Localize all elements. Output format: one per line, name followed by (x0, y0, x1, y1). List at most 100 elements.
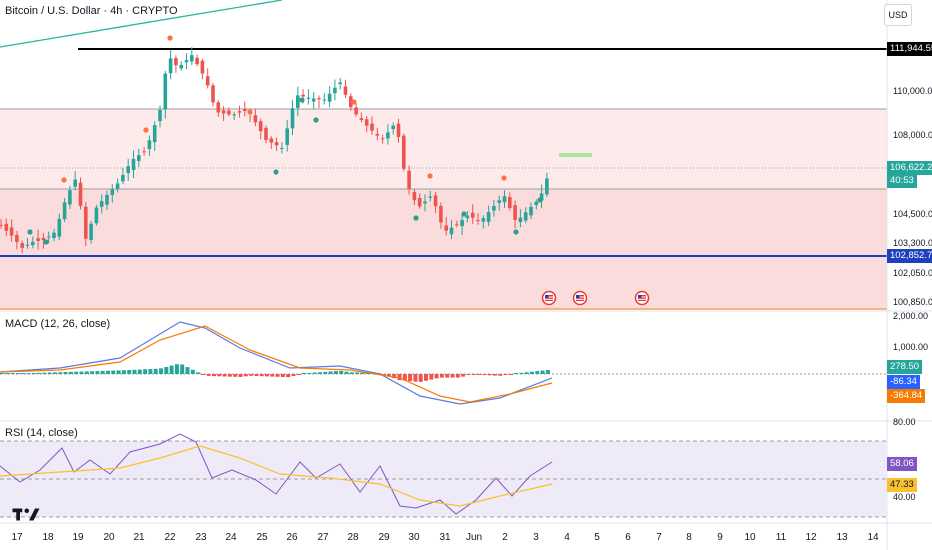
macd-histogram-bar (318, 372, 322, 374)
candle-body (243, 108, 247, 111)
time-axis-label: 10 (744, 532, 756, 543)
macd-value-tag: -86.34 (887, 375, 920, 389)
candle-body (481, 218, 486, 222)
macd-histogram-bar (323, 371, 328, 374)
macd-histogram-bar (524, 372, 529, 374)
time-axis-label: 4 (564, 532, 570, 543)
candle-body (179, 65, 183, 69)
candle-body (280, 147, 284, 149)
candle-body (534, 201, 539, 205)
candle-body (147, 140, 152, 150)
symbol-title[interactable]: Bitcoin / U.S. Dollar · 4h · CRYPTO (5, 5, 178, 17)
candle-body (110, 189, 115, 195)
rsi-tick: 80.00 (893, 417, 916, 427)
time-axis-label: 14 (867, 532, 879, 543)
candle-body (391, 125, 395, 130)
candle-body (274, 142, 279, 146)
time-axis-label: 25 (256, 532, 268, 543)
candle-body (343, 86, 348, 95)
candle-body (121, 174, 125, 182)
macd-histogram-bar (328, 371, 333, 374)
signal-marker (427, 173, 433, 179)
candle-body (158, 110, 162, 122)
macd-histogram-bar (169, 365, 174, 374)
rsi-label[interactable]: RSI (14, close) (5, 427, 78, 439)
macd-histogram-bar (243, 374, 248, 377)
rsi-value-tag: 58.06 (887, 457, 917, 471)
macd-histogram-bar (201, 374, 206, 376)
candle-body (428, 196, 433, 198)
event-flags[interactable] (541, 290, 650, 306)
candle-body (486, 211, 491, 222)
candle-body (296, 95, 300, 108)
macd-histogram-bar (360, 372, 365, 374)
candle-body (375, 133, 380, 136)
candle-body (216, 102, 221, 113)
candle-body (137, 155, 141, 161)
tradingview-logo-icon[interactable] (12, 507, 40, 522)
macd-histogram-bar (180, 364, 185, 374)
candle-body (52, 232, 56, 238)
macd-histogram-bar (206, 374, 211, 376)
candle-body (115, 183, 120, 189)
us-flag-icon[interactable] (572, 290, 588, 306)
macd-histogram-bar (530, 371, 534, 374)
us-flag-icon[interactable] (634, 290, 650, 306)
macd-histogram-bar (519, 372, 524, 374)
currency-button[interactable]: USD (884, 4, 912, 26)
macd-histogram-bar (121, 370, 126, 374)
candle-countdown: 40:53 (887, 174, 917, 188)
candle-body (41, 237, 46, 241)
candle-body (513, 205, 517, 220)
candle-body (407, 170, 411, 189)
signal-marker (351, 99, 357, 105)
us-flag-icon[interactable] (541, 290, 557, 306)
signal-marker (501, 175, 507, 181)
signal-marker (61, 177, 67, 183)
candles[interactable] (0, 47, 549, 254)
macd-histogram-bar (291, 374, 296, 376)
time-axis-label: 9 (717, 532, 723, 543)
signal-marker (143, 127, 149, 133)
trend-line[interactable] (0, 0, 283, 48)
candle-body (518, 217, 523, 223)
macd-histogram-bar (5, 373, 10, 374)
macd-label[interactable]: MACD (12, 26, close) (5, 318, 111, 330)
macd-histogram-bar (190, 369, 195, 374)
lower-supply-zone (0, 189, 887, 309)
resistance-price-tag: 111,944.55 (887, 42, 932, 56)
macd-histogram-bar (68, 371, 73, 374)
time-axis-label: 27 (317, 532, 329, 543)
candle-body (227, 110, 231, 115)
time-axis-label: 11 (775, 532, 787, 543)
macd-histogram-bar (37, 372, 42, 374)
candle-body (205, 76, 210, 86)
time-axis-label: 3 (533, 532, 539, 543)
time-axis-label: 30 (408, 532, 420, 543)
candle-body (338, 82, 342, 85)
macd-histogram-bar (249, 374, 254, 376)
macd-histogram-bar (540, 370, 545, 374)
candle-body (444, 225, 448, 231)
candle-body (46, 236, 51, 238)
candle-body (99, 201, 104, 207)
macd-histogram-bar (217, 374, 222, 377)
time-axis-label: 12 (805, 532, 817, 543)
macd-hist-tag: 278.50 (887, 360, 923, 374)
candle-body (168, 58, 173, 74)
macd-histogram-bar (503, 374, 508, 375)
time-axis-label: 7 (656, 532, 662, 543)
macd-histogram-bar (333, 371, 338, 374)
target-box[interactable] (559, 153, 592, 157)
macd-histogram-bar (402, 374, 407, 381)
candle-body (285, 128, 289, 145)
candle-body (465, 215, 470, 219)
candle-body (36, 238, 40, 241)
macd-histogram-bar (408, 374, 413, 382)
macd-histogram-bar (265, 374, 269, 377)
macd-histogram-bar (381, 374, 386, 375)
time-axis-label: 17 (11, 532, 23, 543)
macd-histogram-bar (508, 374, 513, 375)
